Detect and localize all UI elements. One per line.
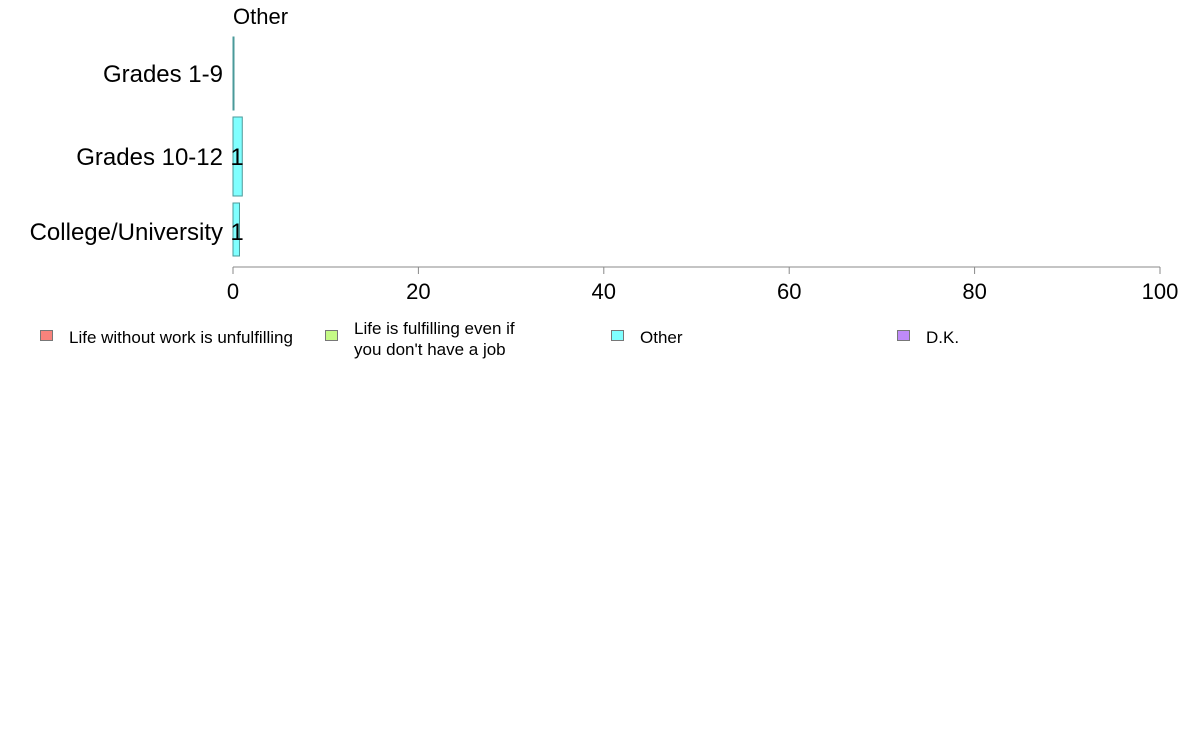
bar-2 xyxy=(232,202,240,257)
panel-title: Other xyxy=(233,4,288,29)
x-tick-label: 40 xyxy=(592,279,616,304)
legend-item-life-is-fulfilling: Life is fulfilling even if you don't hav… xyxy=(325,318,544,360)
x-tick-label: 80 xyxy=(962,279,986,304)
bar-1 xyxy=(232,116,243,197)
legend-label: Life without work is unfulfilling xyxy=(69,328,293,347)
legend-item-dk: D.K. xyxy=(897,318,1116,358)
legend-item-other: Other xyxy=(611,318,830,358)
legend-label: Life is fulfilling even if you don't hav… xyxy=(354,319,515,359)
bar-0 xyxy=(232,36,235,111)
data-label: 1 xyxy=(230,144,243,171)
category-label: College/University xyxy=(30,219,223,246)
bars-group xyxy=(232,36,243,257)
x-tick-label: 60 xyxy=(777,279,801,304)
legend-swatch xyxy=(611,330,624,341)
category-labels: Grades 1-9 Grades 10-12 College/University xyxy=(30,61,223,246)
data-label: 1 xyxy=(230,219,243,246)
category-label: Grades 1-9 xyxy=(103,61,223,88)
x-tick-label: 0 xyxy=(227,279,239,304)
x-tick-label: 20 xyxy=(406,279,430,304)
x-axis: 0 20 40 60 80 100 xyxy=(227,266,1179,304)
legend-swatch xyxy=(897,330,910,341)
legend-swatch xyxy=(40,330,53,341)
x-tick-label: 100 xyxy=(1142,279,1179,304)
legend-swatch xyxy=(325,330,338,341)
legend-label: Other xyxy=(640,328,683,347)
data-labels: 11 xyxy=(230,144,243,246)
legend: Life without work is unfulfilling Life i… xyxy=(0,318,1188,368)
legend-label: D.K. xyxy=(926,328,960,347)
category-label: Grades 10-12 xyxy=(76,144,223,171)
legend-item-life-without-work: Life without work is unfulfilling xyxy=(40,318,329,358)
